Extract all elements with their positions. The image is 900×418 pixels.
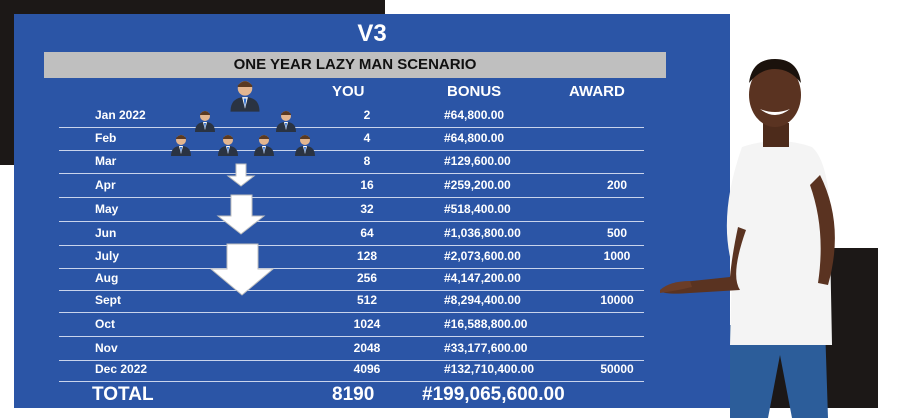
you-cell: 1024	[353, 317, 381, 331]
bonus-cell: #33,177,600.00	[444, 341, 528, 355]
you-cell: 16	[360, 178, 374, 192]
award-cell: 1000	[603, 249, 631, 263]
bonus-cell: #518,400.00	[444, 202, 511, 216]
down-arrow-icon	[216, 194, 266, 235]
month-cell: July	[95, 249, 120, 263]
table-row: Jun 64 #1,036,800.00 500	[59, 222, 644, 246]
month-cell: Feb	[95, 131, 117, 145]
you-cell: 2048	[353, 341, 381, 355]
you-cell: 64	[360, 226, 374, 240]
bonus-cell: #64,800.00	[444, 108, 505, 122]
month-cell: Mar	[95, 154, 117, 168]
you-cell: 128	[356, 249, 378, 263]
bonus-cell: #129,600.00	[444, 154, 511, 168]
you-cell: 8	[363, 154, 371, 168]
month-cell: May	[95, 202, 119, 216]
slide: V3 ONE YEAR LAZY MAN SCENARIO YOU BONUS …	[14, 14, 730, 408]
you-cell: 512	[356, 293, 378, 307]
table-row: Apr 16 #259,200.00 200	[59, 174, 644, 198]
bonus-cell: #2,073,600.00	[444, 249, 521, 263]
table-row: May 32 #518,400.00	[59, 198, 644, 222]
total-bonus: #199,065,600.00	[422, 384, 565, 405]
scenario-banner: ONE YEAR LAZY MAN SCENARIO	[44, 52, 666, 78]
you-cell: 32	[360, 202, 374, 216]
presenter-photo	[660, 59, 835, 418]
month-cell: Oct	[95, 317, 116, 331]
header-you: YOU	[332, 83, 365, 100]
table-row: Nov 2048 #33,177,600.00	[59, 337, 644, 361]
table-row: Oct 1024 #16,588,800.00	[59, 313, 644, 337]
header-bonus: BONUS	[447, 83, 502, 100]
slide-version-title: V3	[357, 20, 387, 47]
total-you: 8190	[332, 384, 375, 405]
table-row: Aug 256 #4,147,200.00	[59, 267, 644, 291]
bonus-cell: #64,800.00	[444, 131, 505, 145]
bonus-cell: #16,588,800.00	[444, 317, 528, 331]
award-cell: 500	[606, 226, 628, 240]
you-cell: 4	[363, 131, 371, 145]
month-cell: Apr	[95, 178, 116, 192]
growth-arrows	[209, 163, 275, 296]
bonus-cell: #259,200.00	[444, 178, 511, 192]
month-cell: Jan 2022	[95, 108, 146, 122]
header-award: AWARD	[569, 83, 625, 100]
award-cell: 200	[606, 178, 628, 192]
total-label: TOTAL	[92, 384, 154, 405]
month-cell: Dec 2022	[95, 362, 148, 376]
award-cell: 50000	[600, 362, 634, 376]
table-row: Feb 4 #64,800.00	[59, 127, 644, 151]
table-row: Dec 2022 4096 #132,710,400.00 50000	[59, 358, 644, 382]
you-cell: 4096	[353, 362, 381, 376]
down-arrow-icon	[226, 163, 256, 187]
bonus-cell: #8,294,400.00	[444, 293, 521, 307]
you-cell: 2	[363, 108, 371, 122]
bonus-cell: #4,147,200.00	[444, 271, 521, 285]
award-cell: 10000	[600, 293, 634, 307]
month-cell: Aug	[95, 271, 119, 285]
bonus-cell: #1,036,800.00	[444, 226, 521, 240]
table-row: Mar 8 #129,600.00	[59, 150, 644, 174]
table-row: Jan 2022 2 #64,800.00	[59, 104, 644, 128]
bonus-cell: #132,710,400.00	[444, 362, 535, 376]
you-cell: 256	[356, 271, 378, 285]
table-row: July 128 #2,073,600.00 1000	[59, 245, 644, 269]
down-arrow-icon	[209, 243, 275, 296]
month-cell: Sept	[95, 293, 122, 307]
table-row: Sept 512 #8,294,400.00 10000	[59, 289, 644, 313]
month-cell: Nov	[95, 341, 118, 355]
month-cell: Jun	[95, 226, 117, 240]
